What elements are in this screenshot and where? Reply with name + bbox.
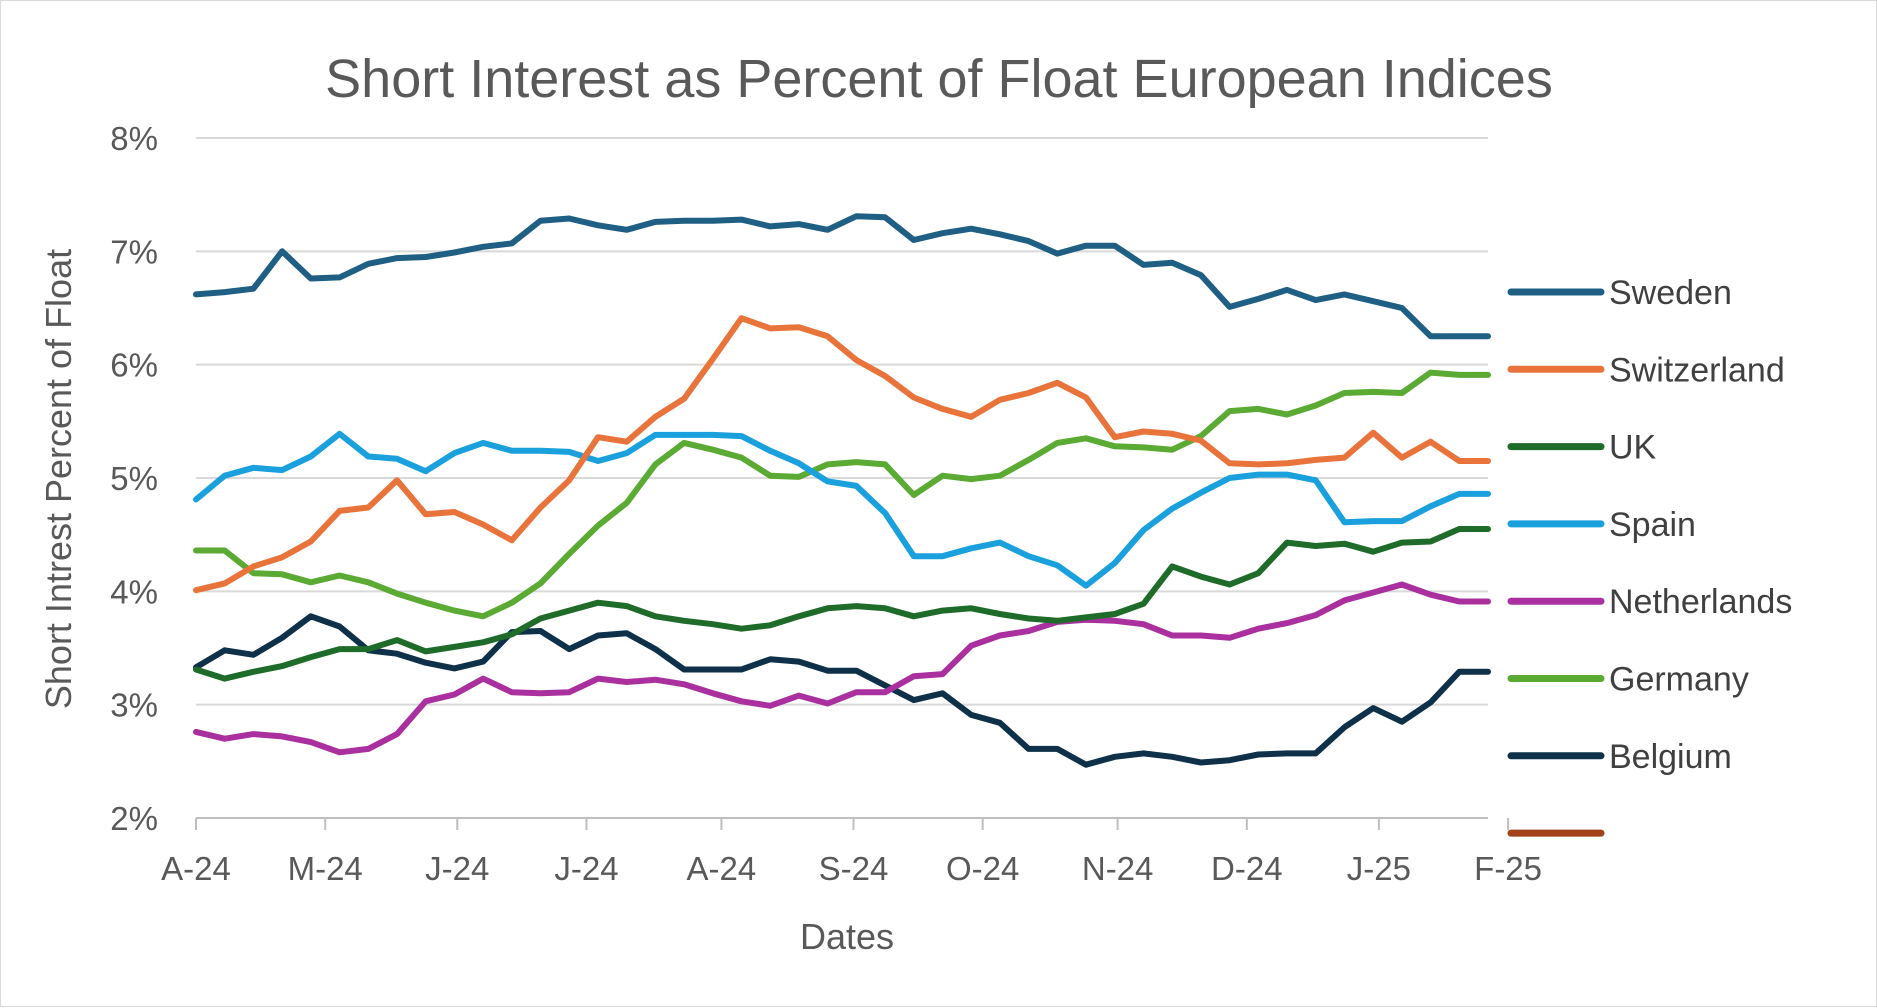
series-line-belgium <box>193 613 1491 768</box>
series-line-uk <box>193 526 1491 682</box>
legend-label: Sweden <box>1609 274 1732 312</box>
legend-item-switzerland: Switzerland <box>1507 351 1785 389</box>
legend-item-spain: Spain <box>1507 506 1696 544</box>
y-tick-label: 6% <box>110 347 158 384</box>
y-axis-title: Short Intrest Percent of Float <box>38 249 79 709</box>
series-line-germany <box>193 369 1491 620</box>
gridlines <box>196 137 1488 706</box>
legend-label: Belgium <box>1609 738 1732 776</box>
legend-item-uk: UK <box>1507 429 1657 467</box>
legend-label: Spain <box>1609 506 1696 544</box>
series-line-sweden <box>193 213 1491 340</box>
series-lines <box>193 213 1491 768</box>
legend: Sweden Switzerland UK Spain Netherlands Germa… <box>1507 274 1792 837</box>
legend-item-sweden: Sweden <box>1507 274 1732 312</box>
legend-item-germany: Germany <box>1507 661 1749 699</box>
legend-item-belgium: Belgium <box>1507 738 1732 776</box>
y-tick-label: 7% <box>110 233 158 270</box>
x-tick-label: A-24 <box>687 850 757 887</box>
x-tick-label: S-24 <box>819 850 889 887</box>
x-tick-label: F-25 <box>1474 850 1542 887</box>
y-tick-label: 3% <box>110 687 158 724</box>
x-axis-title: Dates <box>800 916 894 957</box>
x-tick-label: O-24 <box>946 850 1019 887</box>
series-line-switzerland <box>193 315 1491 594</box>
x-tick-label: J-25 <box>1347 850 1411 887</box>
legend-label: Germany <box>1609 661 1749 699</box>
x-tick-label: J-24 <box>425 850 489 887</box>
y-tick-label: 8% <box>110 120 158 157</box>
x-tick-label: M-24 <box>288 850 363 887</box>
y-tick-label: 5% <box>110 460 158 497</box>
legend-item-netherlands: Netherlands <box>1507 583 1792 621</box>
series-line-netherlands <box>193 581 1491 756</box>
x-tick-label: N-24 <box>1082 850 1154 887</box>
y-axis-ticks: 2% 3% 4% 5% 6% 7% 8% <box>110 120 158 837</box>
x-tick-label: J-24 <box>554 850 618 887</box>
y-tick-label: 4% <box>110 573 158 610</box>
legend-label: UK <box>1609 429 1657 467</box>
legend-label: Netherlands <box>1609 583 1792 621</box>
chart-title: Short Interest as Percent of Float Europ… <box>325 49 1553 109</box>
x-tick-label: D-24 <box>1211 850 1283 887</box>
y-tick-label: 2% <box>110 800 158 837</box>
series-line-spain <box>193 430 1491 589</box>
legend-label: Switzerland <box>1609 351 1785 389</box>
x-tick-label: A-24 <box>161 850 231 887</box>
x-axis: A-24 M-24 J-24 J-24 A-24 S-24 O-24 N-24 D-24 J-25… <box>161 817 1542 887</box>
